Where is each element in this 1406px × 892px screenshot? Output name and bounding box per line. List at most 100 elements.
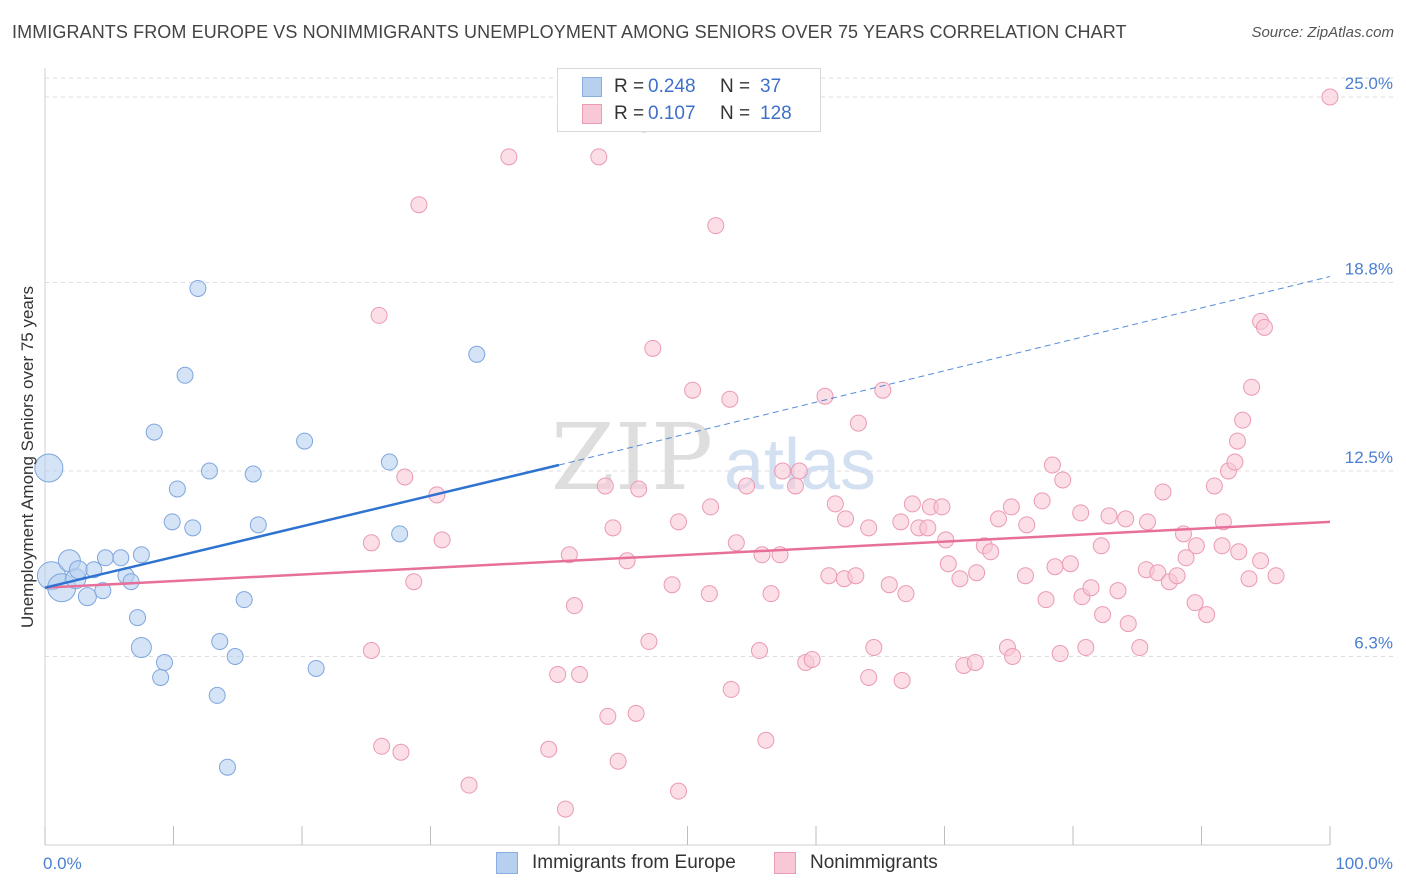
y-tick-label: 25.0% [1345,74,1393,93]
nonimmigrant-point [433,531,451,549]
nonimmigrant-point [596,477,614,495]
europe-point [129,609,147,627]
europe-point [307,659,325,677]
source-label: Source: ZipAtlas.com [1251,24,1394,41]
nonimmigrant-point [865,639,883,657]
nonimmigrant-point [820,567,838,585]
nonimmigrant-point [362,534,380,552]
nonimmigrant-point [1321,88,1339,106]
nonimmigrant-point [362,642,380,660]
nonimmigrant-point [460,776,478,794]
nonimmigrant-point [968,564,986,582]
europe-point [94,582,112,600]
europe-point [122,573,140,591]
europe-n-value: 37 [760,76,782,97]
correlation-legend: R = 0.248 N = 37 R = 0.107 N = 128 [557,68,821,132]
nonimmigrant-point [1198,606,1216,624]
nonimmigrant-point [549,665,567,683]
nonimmigrant-point [897,585,915,603]
europe-legend-swatch [496,852,518,874]
nonimmigrant-point [1072,504,1090,522]
nonimmigrant-point [1149,564,1167,582]
nonimmigrant-point [1234,411,1252,429]
tick-labels: 6.3% 12.5% 18.8% 25.0% 0.0% 100.0% [43,74,1393,873]
nonimmigrant-point [644,339,662,357]
n-label: N = [720,76,751,97]
nonimmigrant-point [1252,552,1270,570]
nonimmigrant-point [1131,639,1149,657]
nonimmigrant-point [1243,378,1261,396]
legend-item-nonimmigrants[interactable]: Nonimmigrants [774,852,938,874]
nonimmigrant-point [684,381,702,399]
nonimmigrant-point [1177,549,1195,567]
europe-point [96,549,114,567]
nonimmigrant-point [1016,567,1034,585]
nonimmigrant-point [1046,558,1064,576]
europe-point [226,648,244,666]
nonimmigrant-point [1117,510,1135,528]
nonimmigrant-point [702,498,720,516]
nonimmigrant-point [370,306,388,324]
nonimmigrant-point [1186,594,1204,612]
nonimmigrant-point [1043,456,1061,474]
r-label: R = [614,76,645,97]
nonimmigrant-point [803,650,821,668]
nonimmigrant-point [565,597,583,615]
nonimmigrant-point [727,534,745,552]
nonimmigrant-point [670,513,688,531]
nonimmigrant-point [837,510,855,528]
nonimmigrant-point [1100,507,1118,525]
nonimmigrant-point [919,519,937,537]
europe-point [34,453,64,483]
europe-point [189,279,207,297]
europe-point [296,432,314,450]
nonimmigrant-point [1119,615,1137,633]
chart-title: IMMIGRANTS FROM EUROPE VS NONIMMIGRANTS … [12,22,1127,42]
nonimmigrant-point [860,519,878,537]
nonimmigrant-point [738,477,756,495]
nonimmigrants-trend-line [44,520,1331,589]
europe-point [176,366,194,384]
nonimmigrant-point [757,731,775,749]
legend-item-europe[interactable]: Immigrants from Europe [496,852,736,874]
nonimmigrant-point [540,740,558,758]
nonimmigrant-point [1109,582,1127,600]
x-tick-label-min: 0.0% [43,854,82,873]
nonimmigrant-point [640,633,658,651]
nonimmigrant-point [816,387,834,405]
nonimmigrant-point [1139,513,1157,531]
nonimmigrant-point [1255,318,1273,336]
europe-point [244,465,262,483]
nonimmigrant-point [630,480,648,498]
nonimmigrant-point [849,414,867,432]
nonimmigrant-point [1061,555,1079,573]
europe-point [184,519,202,537]
nonimmigrant-point [405,573,423,591]
nonimmigrant-point [1002,498,1020,516]
nonimmigrant-point [1004,648,1022,666]
nonimmigrants-legend-swatch [774,852,796,874]
y-tick-label: 12.5% [1345,448,1393,467]
nonimmigrant-point [826,495,844,513]
watermark-zip: ZIP [551,404,713,511]
legend-row-nonimmigrants: R = 0.107 N = 128 [582,102,792,126]
gridlines [45,77,1395,658]
y-tick-label: 18.8% [1345,260,1393,279]
nonimmigrant-point [707,217,725,235]
y-axis-title: Unemployment Among Seniors over 75 years [18,285,37,629]
nonimmigrant-point [903,495,921,513]
nonimmigrant-point [560,546,578,564]
nonimmigrant-point [1094,606,1112,624]
nonimmigrant-point [1187,537,1205,555]
nonimmigrant-point [722,680,740,698]
nonimmigrant-point [500,148,518,166]
nonimmigrant-point [1037,591,1055,609]
watermark: ZIP atlas [551,404,876,511]
nonimmigrant-point [966,653,984,671]
nonimmigrant-point [1205,477,1223,495]
n-label: N = [720,103,751,124]
europe-point [391,525,409,543]
nonimmigrant-point [1240,570,1258,588]
nonimmigrant-point [951,570,969,588]
